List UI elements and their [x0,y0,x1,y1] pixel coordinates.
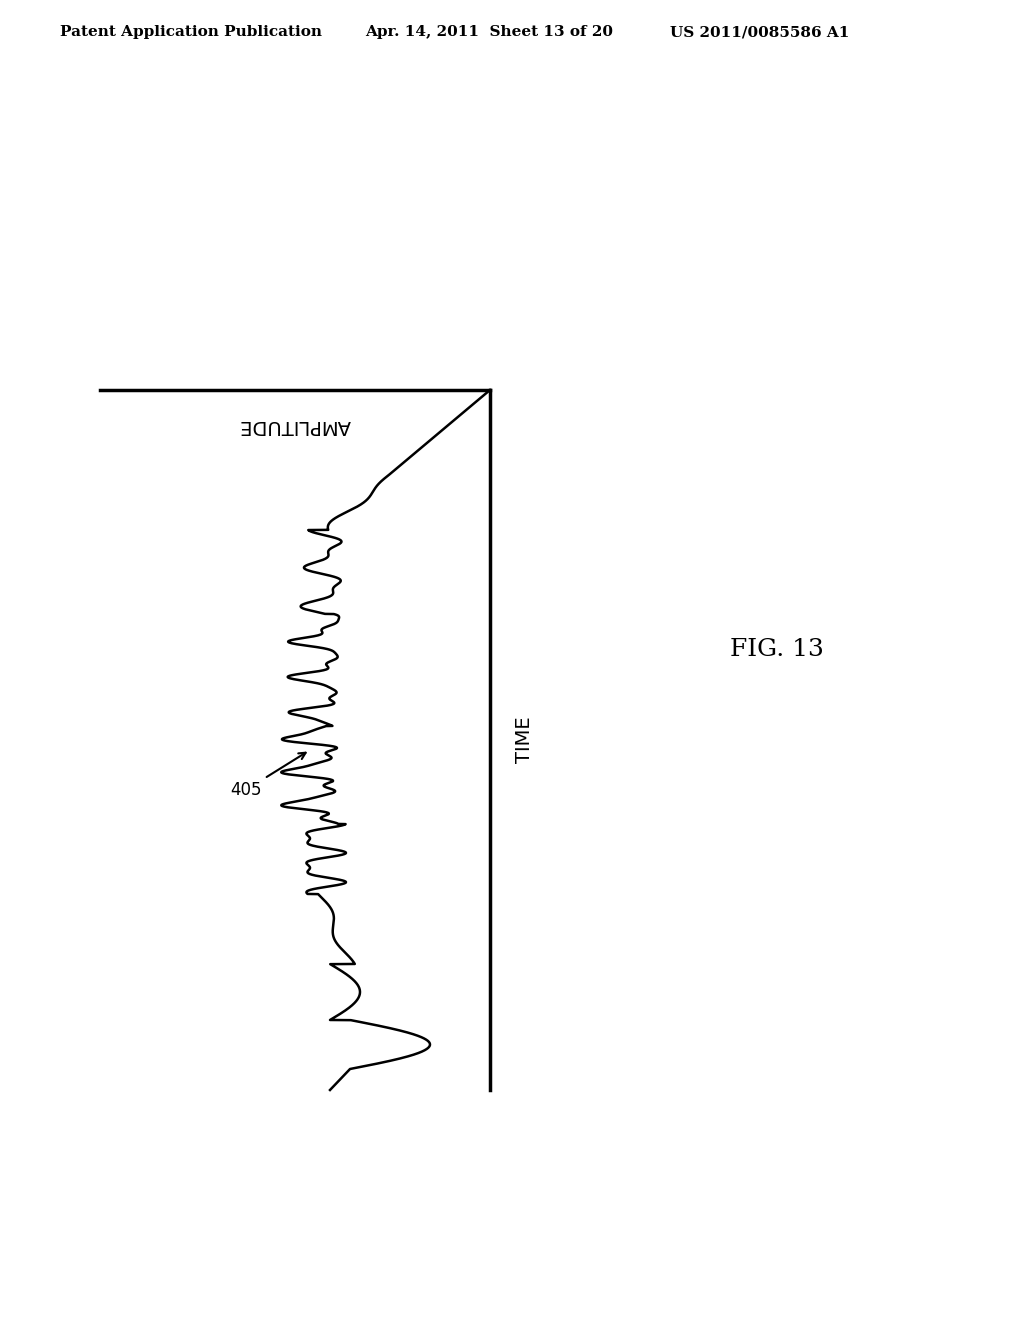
Text: TIME: TIME [515,717,535,763]
Text: Apr. 14, 2011  Sheet 13 of 20: Apr. 14, 2011 Sheet 13 of 20 [365,25,613,40]
Text: AMPLITUDE: AMPLITUDE [240,416,351,434]
Text: FIG. 13: FIG. 13 [730,639,824,661]
Text: US 2011/0085586 A1: US 2011/0085586 A1 [670,25,849,40]
Text: 405: 405 [230,752,306,799]
Text: Patent Application Publication: Patent Application Publication [60,25,322,40]
